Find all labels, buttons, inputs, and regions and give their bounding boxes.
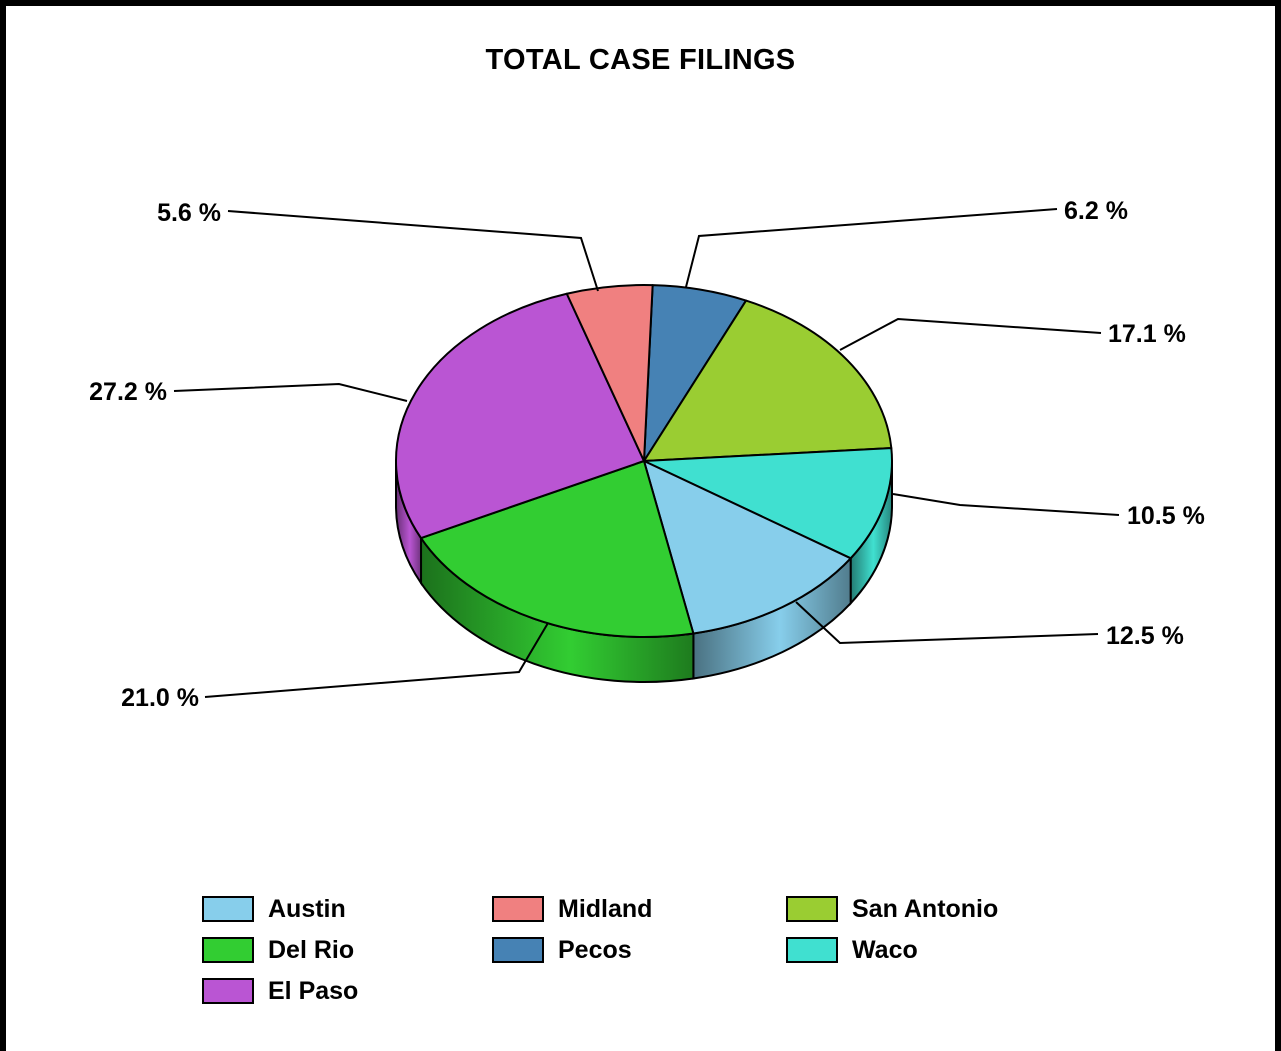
slice-san-antonio (643, 299, 893, 462)
slice-el-paso (395, 292, 645, 540)
chart-title: TOTAL CASE FILINGS (485, 44, 796, 76)
legend-swatch (202, 896, 254, 922)
legend-swatch (786, 896, 838, 922)
legend-swatch (492, 896, 544, 922)
legend-label: Del Rio (268, 935, 355, 964)
slice-label-el-paso: 27.2 % (89, 378, 167, 406)
slice-labels: 6.2 % 17.1 % 10.5 % 12.5 % 21.0 % 27.2 % 5.6 % (89, 197, 1205, 712)
legend-item-pecos: Pecos (492, 935, 632, 965)
pie-chart: 6.2 % 17.1 % 10.5 % 12.5 % 21.0 % 27.2 % 5.6 % (89, 197, 1205, 712)
slice-midland (565, 284, 654, 462)
slice-label-san-antonio: 17.1 % (1108, 320, 1186, 348)
legend-label: Austin (268, 894, 346, 923)
slice-label-austin: 12.5 % (1106, 622, 1184, 650)
legend-swatch (202, 978, 254, 1004)
legend-label: El Paso (268, 976, 359, 1005)
slice-label-del-rio: 21.0 % (121, 684, 199, 712)
leader-lines (173, 208, 1120, 698)
leader-line-waco (892, 493, 1120, 516)
legend-swatch (202, 937, 254, 963)
leader-line-del-rio (204, 622, 549, 698)
legend-item-san-antonio: San Antonio (786, 894, 998, 924)
leader-line-austin (795, 601, 1099, 645)
legend-item-el-paso: El Paso (202, 976, 358, 1006)
slice-waco (643, 447, 893, 560)
legend-item-del-rio: Del Rio (202, 935, 354, 965)
legend-item-austin: Austin (202, 894, 346, 924)
legend-label: San Antonio (852, 894, 999, 923)
legend-swatch (786, 937, 838, 963)
legend-label: Waco (852, 935, 918, 964)
slice-austin (643, 460, 852, 635)
slice-label-midland: 5.6 % (157, 199, 221, 227)
pie-top (395, 284, 893, 638)
slice-del-rio (420, 460, 695, 638)
legend-label: Midland (558, 894, 653, 923)
leader-line-pecos (685, 208, 1058, 288)
legend-swatch (492, 937, 544, 963)
leader-line-midland (227, 210, 599, 292)
slice-label-pecos: 6.2 % (1064, 197, 1128, 225)
legend-label: Pecos (558, 935, 632, 964)
legend-item-waco: Waco (786, 935, 918, 965)
leader-line-el-paso (173, 382, 408, 402)
legend-item-midland: Midland (492, 894, 652, 924)
slice-label-waco: 10.5 % (1127, 502, 1205, 530)
leader-line-san-antonio (839, 317, 1102, 351)
